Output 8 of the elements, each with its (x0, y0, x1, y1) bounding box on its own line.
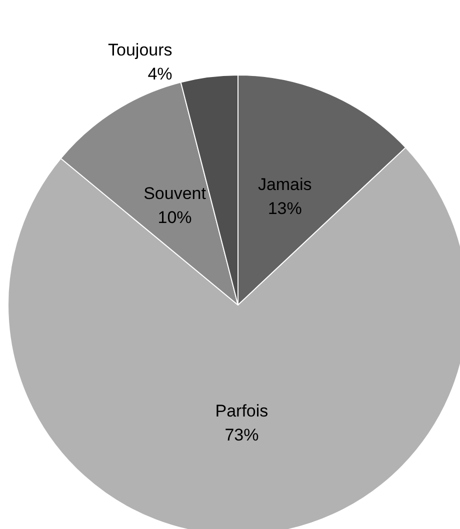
data-label: 4% (148, 64, 172, 84)
data-label: 13% (268, 199, 302, 218)
slice-label: Toujours (108, 40, 172, 60)
slice-label: Jamais (258, 175, 312, 194)
data-label: 73% (224, 425, 259, 444)
slice-label: Parfois (215, 401, 268, 420)
data-label: 10% (158, 208, 192, 227)
slice-label: Souvent (144, 184, 206, 203)
